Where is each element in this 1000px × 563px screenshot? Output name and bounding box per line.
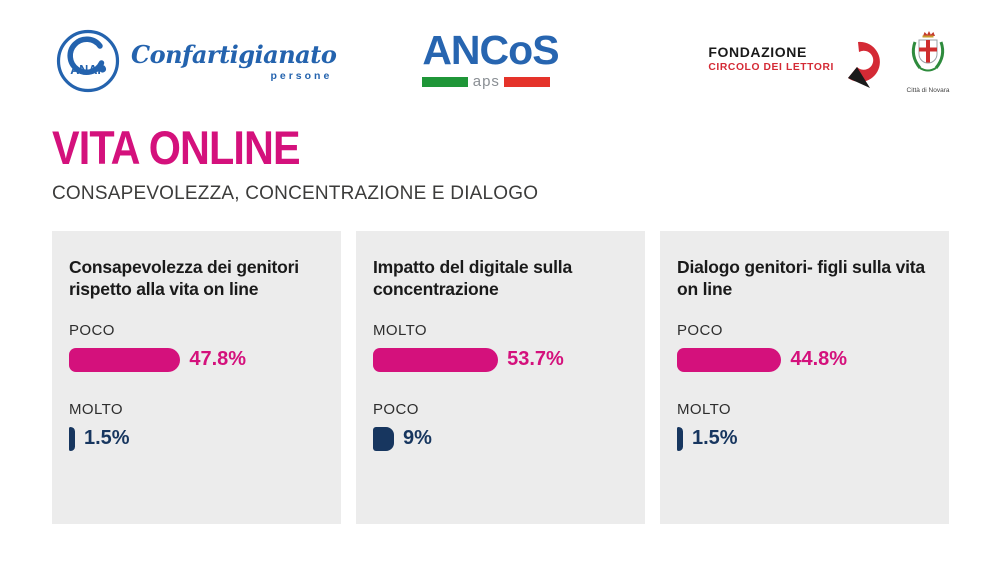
bar-molto bbox=[677, 426, 683, 451]
bar-poco bbox=[373, 426, 394, 451]
anap-circle-icon: ANAP bbox=[55, 28, 121, 94]
svg-text:ANAP: ANAP bbox=[70, 63, 105, 77]
bar-category-label: MOLTO bbox=[69, 400, 123, 418]
ancos-flag-row: aps bbox=[422, 73, 551, 90]
bar-category-label: POCO bbox=[69, 321, 115, 339]
page-title: VITA ONLINE bbox=[52, 121, 301, 174]
confartigianato-script-text: Confartigianato bbox=[131, 40, 337, 69]
bar-row: 9% bbox=[373, 426, 628, 451]
bar-poco bbox=[69, 347, 181, 372]
bar-category-label: POCO bbox=[677, 321, 723, 339]
bar-value-label: 44.8% bbox=[790, 348, 848, 371]
bar-value-label: 1.5% bbox=[84, 427, 130, 450]
fondazione-line2: CIRCOLO DEI LETTORI bbox=[708, 62, 834, 73]
novara-shield-icon bbox=[911, 31, 945, 72]
novara-caption: Città di Novara bbox=[906, 87, 950, 94]
fondazione-circolo-lettori-logo: FONDAZIONE CIRCOLO DEI LETTORI bbox=[708, 41, 884, 94]
bar-row: 47.8% bbox=[69, 347, 324, 372]
italian-flag-green-bar bbox=[422, 76, 469, 87]
page-subtitle: CONSAPEVOLEZZA, CONCENTRAZIONE E DIALOGO bbox=[52, 183, 539, 204]
panel-dialogo: Dialogo genitori- figli sulla vita on li… bbox=[660, 231, 949, 524]
bar-molto bbox=[373, 347, 499, 372]
ancos-aps-text: aps bbox=[472, 73, 500, 90]
header: ANAP Confartigianato persone ANCoS aps F… bbox=[55, 28, 952, 94]
panel-title: Dialogo genitori- figli sulla vita on li… bbox=[677, 257, 925, 300]
citta-di-novara-crest: Città di Novara bbox=[904, 28, 952, 94]
partner-logos: FONDAZIONE CIRCOLO DEI LETTORI bbox=[708, 28, 952, 94]
ancos-logo: ANCoS aps bbox=[422, 27, 560, 90]
fondazione-wordmark: FONDAZIONE CIRCOLO DEI LETTORI bbox=[708, 44, 834, 73]
bar-row: 1.5% bbox=[69, 426, 324, 451]
confartigianato-wordmark: Confartigianato persone bbox=[131, 40, 337, 82]
bar-category-label: MOLTO bbox=[373, 321, 427, 339]
bar-row: 1.5% bbox=[677, 426, 932, 451]
panels-row: Consapevolezza dei genitori rispetto all… bbox=[52, 231, 949, 524]
bar-value-label: 9% bbox=[402, 427, 432, 450]
panel-consapevolezza: Consapevolezza dei genitori rispetto all… bbox=[52, 231, 341, 524]
panel-concentrazione: Impatto del digitale sulla concentrazion… bbox=[356, 231, 645, 524]
bar-value-label: 47.8% bbox=[189, 348, 247, 371]
panel-title: Consapevolezza dei genitori rispetto all… bbox=[69, 257, 299, 300]
bar-value-label: 1.5% bbox=[692, 427, 738, 450]
bar-row: 44.8% bbox=[677, 347, 932, 372]
italian-flag-red-bar bbox=[504, 76, 551, 87]
bar-molto bbox=[69, 426, 75, 451]
panel-title: Impatto del digitale sulla concentrazion… bbox=[373, 257, 572, 300]
bar-category-label: MOLTO bbox=[677, 400, 731, 418]
circolo-lettori-comma-icon bbox=[840, 41, 884, 94]
fondazione-line1: FONDAZIONE bbox=[708, 44, 807, 60]
anap-confartigianato-logo: ANAP Confartigianato persone bbox=[55, 28, 337, 94]
bar-value-label: 53.7% bbox=[507, 348, 564, 371]
confartigianato-persone-text: persone bbox=[270, 70, 333, 82]
bar-row: 53.7% bbox=[373, 347, 628, 372]
ancos-wordmark: ANCoS bbox=[422, 27, 559, 73]
bar-poco bbox=[677, 347, 782, 372]
bar-category-label: POCO bbox=[373, 400, 419, 418]
